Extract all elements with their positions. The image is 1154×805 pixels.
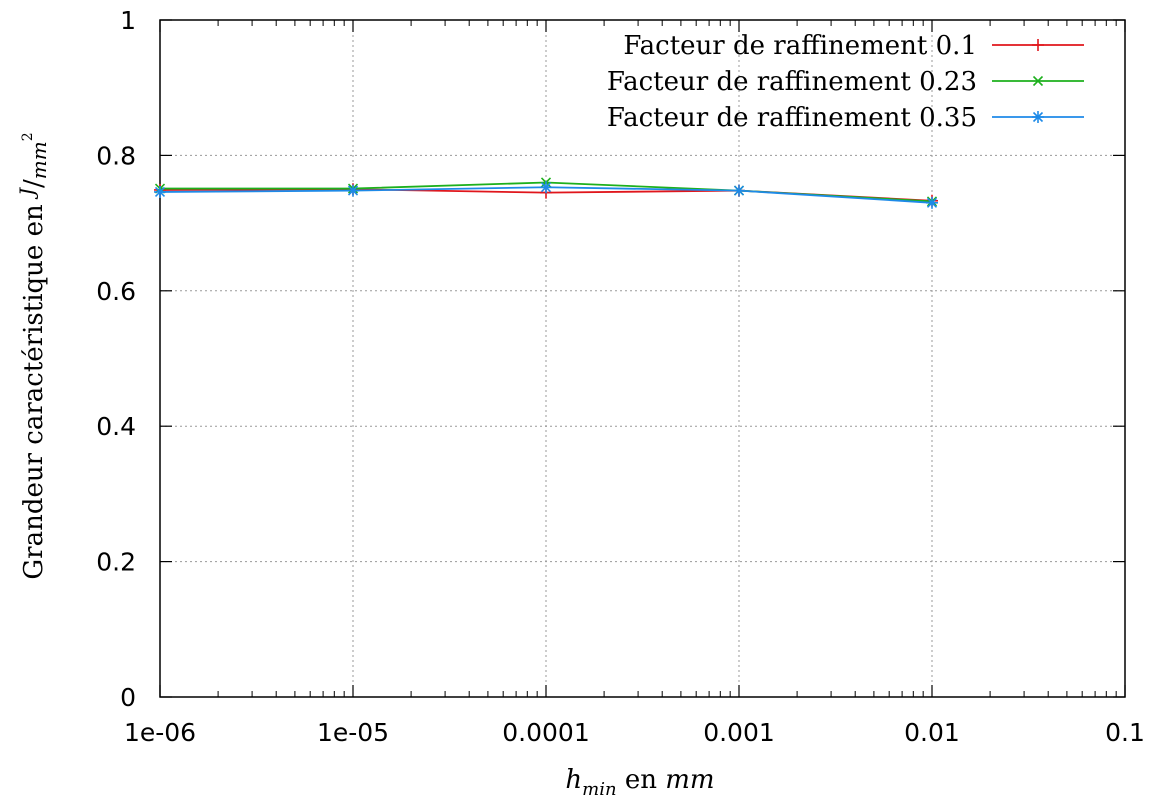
- x-tick-label: 0.001: [703, 718, 775, 747]
- y-tick-label: 0.2: [96, 548, 136, 577]
- legend-item-3: Facteur de raffinement 0.35: [607, 103, 1084, 133]
- y-tick-label: 0.4: [96, 412, 136, 441]
- x-axis-title: hmin en mm: [565, 765, 714, 800]
- y-axis-title: Grandeur caractéristique en J/mm2: [15, 132, 51, 579]
- legend-label: Facteur de raffinement 0.23: [607, 67, 977, 97]
- series-3: [154, 181, 938, 209]
- legend-label: Facteur de raffinement 0.1: [623, 31, 977, 61]
- x-tick-label: 0.0001: [502, 718, 589, 747]
- legend-marker: [1032, 75, 1044, 87]
- legend: Facteur de raffinement 0.1 Facteur de raf…: [607, 31, 1084, 133]
- y-tick-label: 1: [120, 6, 136, 35]
- data-point: [540, 181, 552, 194]
- y-tick-label: 0.6: [96, 277, 136, 306]
- data-point: [926, 196, 938, 209]
- legend-item-1: Facteur de raffinement 0.1: [623, 31, 1084, 61]
- series-layer: [154, 177, 938, 209]
- x-tick-label: 1e-06: [124, 718, 196, 747]
- legend-label: Facteur de raffinement 0.35: [607, 103, 977, 133]
- legend-marker: [1032, 39, 1044, 51]
- y-tick-label: 0.8: [96, 141, 136, 170]
- data-point: [733, 184, 745, 197]
- data-point: [154, 185, 166, 198]
- ticks: 1e-06 1e-05 0.0001 0.001 0.01 0.1 0 0.2 0.4 0.6 0.…: [96, 6, 1145, 747]
- plot-frame: [159, 19, 1126, 698]
- axes: [159, 19, 1126, 698]
- y-tick-label: 0: [120, 683, 136, 712]
- legend-marker: [1032, 111, 1044, 123]
- x-tick-label: 0.01: [904, 718, 960, 747]
- x-tick-label: 1e-05: [317, 718, 389, 747]
- grid-lines: [160, 20, 1125, 697]
- legend-item-2: Facteur de raffinement 0.23: [607, 67, 1084, 97]
- data-point: [347, 184, 359, 197]
- x-tick-label: 0.1: [1105, 718, 1145, 747]
